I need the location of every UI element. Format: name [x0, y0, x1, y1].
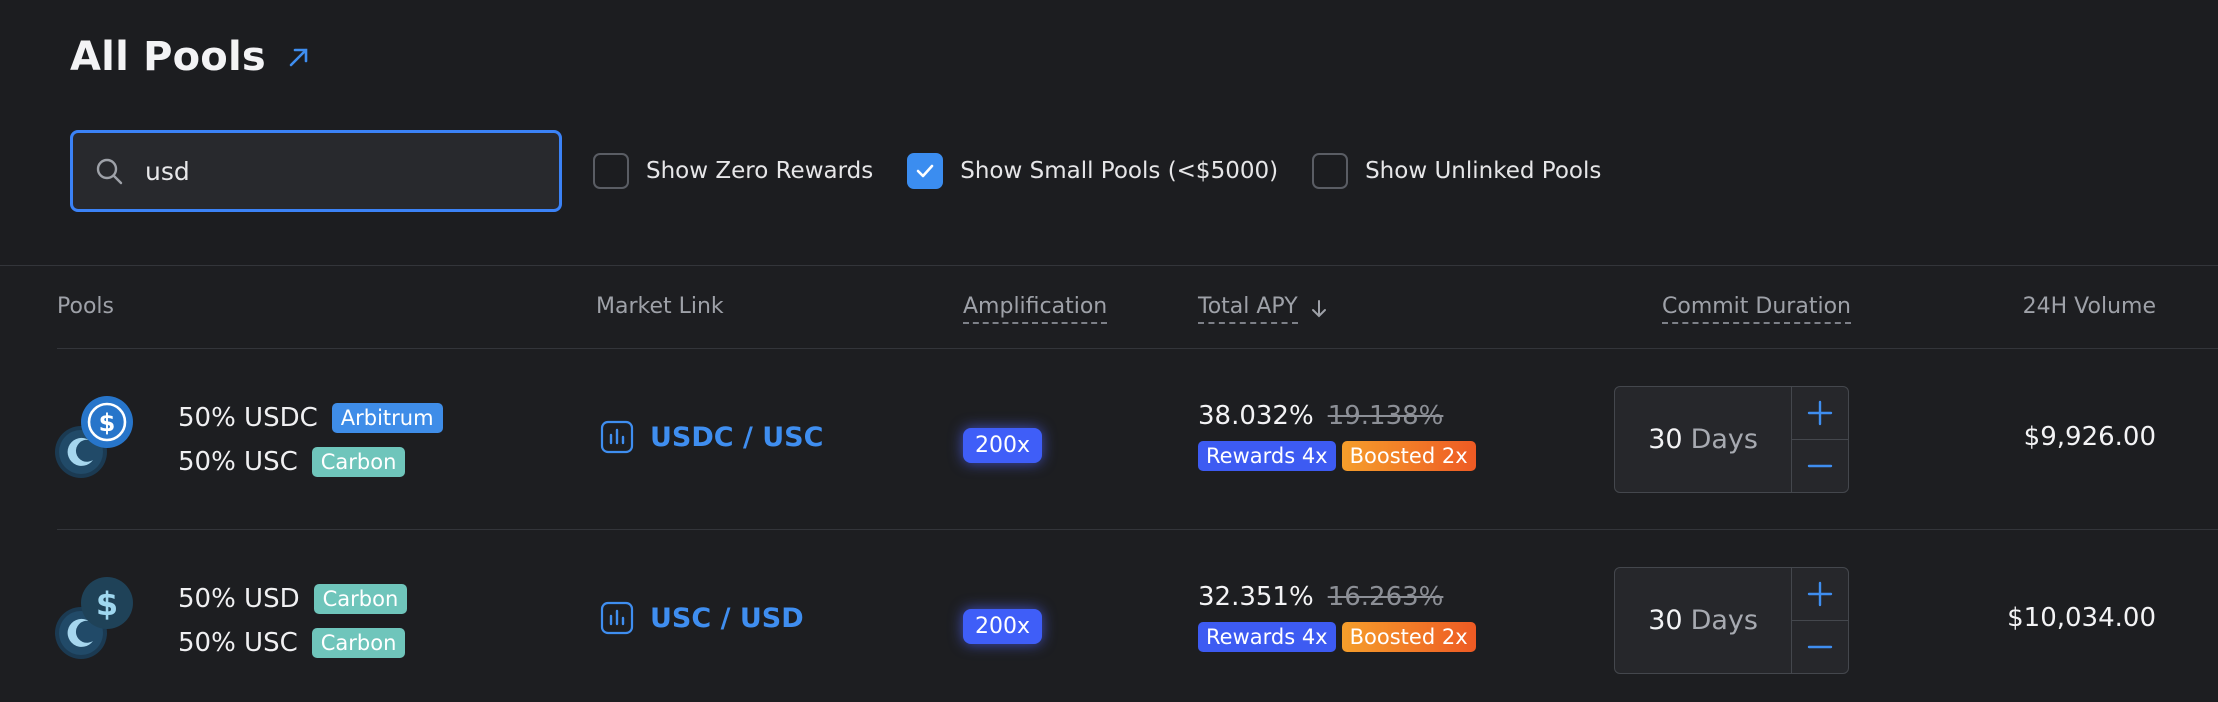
usdc-icon: $	[81, 396, 133, 448]
search-input[interactable]	[145, 156, 525, 186]
decrease-duration-button[interactable]	[1792, 440, 1848, 492]
amplification-badge: 200x	[963, 428, 1043, 463]
filter-group: Show Zero Rewards Show Small Pools (<$50…	[593, 153, 1635, 189]
sort-down-icon[interactable]	[1308, 298, 1330, 320]
column-header-amplification[interactable]: Amplification	[963, 294, 1108, 324]
svg-text:$: $	[99, 409, 116, 437]
volume-value: $9,926.00	[2023, 422, 2156, 452]
column-header-market-link: Market Link	[596, 294, 724, 319]
header-divider	[0, 265, 2218, 266]
minus-icon	[1807, 464, 1833, 468]
boosted-badge: Boosted 2x	[1341, 622, 1476, 652]
svg-text:$: $	[96, 585, 118, 623]
token-share: 50% USC	[178, 628, 298, 658]
apy-value: 38.032%	[1198, 401, 1314, 431]
market-link-text[interactable]: USDC / USC	[650, 421, 824, 453]
rewards-badge: Rewards 4x	[1198, 441, 1336, 471]
duration-display: 30 Days	[1615, 387, 1791, 492]
boosted-badge: Boosted 2x	[1341, 441, 1476, 471]
increase-duration-button[interactable]	[1792, 568, 1848, 621]
unlinked-pools-checkbox[interactable]	[1312, 153, 1349, 189]
small-pools-checkbox[interactable]	[907, 153, 944, 189]
duration-display: 30 Days	[1615, 568, 1791, 673]
column-header-pools: Pools	[57, 294, 114, 319]
table-row[interactable]: $ 50% USDC Arbitrum 50% USC Carbon USDC …	[0, 349, 2218, 529]
chain-badge: Carbon	[311, 628, 406, 658]
minus-icon	[1807, 645, 1833, 649]
plus-icon	[1807, 400, 1833, 426]
search-icon	[96, 158, 123, 185]
column-header-total-apy[interactable]: Total APY	[1198, 294, 1298, 324]
rewards-badge: Rewards 4x	[1198, 622, 1336, 652]
apy-old-value: 19.138%	[1327, 401, 1444, 431]
token-share: 50% USDC	[178, 403, 318, 433]
commit-duration-stepper[interactable]: 30 Days	[1614, 386, 1849, 493]
duration-unit: Days	[1690, 424, 1758, 455]
apy-old-value: 16.263%	[1327, 582, 1444, 612]
chart-icon	[600, 420, 634, 454]
filter-show-small-pools[interactable]: Show Small Pools (<$5000)	[907, 153, 1278, 189]
filter-label: Show Unlinked Pools	[1365, 158, 1602, 184]
pool-token-icons: $	[55, 396, 133, 478]
apy-value: 32.351%	[1198, 582, 1314, 612]
filter-label: Show Small Pools (<$5000)	[960, 158, 1279, 184]
market-link-text[interactable]: USC / USD	[650, 602, 804, 634]
column-header-24h-volume[interactable]: 24H Volume	[2022, 294, 2156, 319]
pool-token-1: 50% USDC Arbitrum	[178, 403, 443, 433]
filter-show-zero-rewards[interactable]: Show Zero Rewards	[593, 153, 873, 189]
pool-token-1: 50% USD Carbon	[178, 584, 408, 614]
filter-show-unlinked-pools[interactable]: Show Unlinked Pools	[1312, 153, 1601, 189]
decrease-duration-button[interactable]	[1792, 621, 1848, 673]
page-title: All Pools	[70, 34, 266, 80]
external-link-icon[interactable]	[284, 42, 314, 72]
pool-token-icons: $	[55, 577, 133, 659]
volume-value: $10,034.00	[2007, 603, 2156, 633]
row-divider	[57, 529, 2218, 530]
token-share: 50% USC	[178, 447, 298, 477]
page-title-group: All Pools	[70, 34, 314, 80]
chain-badge: Carbon	[311, 447, 406, 477]
chain-badge: Arbitrum	[331, 403, 443, 433]
filter-label: Show Zero Rewards	[646, 158, 874, 184]
pool-token-2: 50% USC Carbon	[178, 628, 406, 658]
increase-duration-button[interactable]	[1792, 387, 1848, 440]
search-box[interactable]	[70, 130, 562, 212]
apy-cell: 32.351% 16.263% Rewards 4x Boosted 2x	[1198, 582, 1476, 652]
page-header: All Pools Show Zero Rewards Show Small P…	[0, 0, 2218, 265]
amplification-badge: 200x	[963, 609, 1043, 644]
market-link[interactable]: USC / USD	[600, 601, 804, 635]
duration-unit: Days	[1690, 605, 1758, 636]
chain-badge: Carbon	[313, 584, 408, 614]
chart-icon	[600, 601, 634, 635]
check-icon	[916, 164, 934, 178]
zero-rewards-checkbox[interactable]	[593, 153, 629, 189]
table-row[interactable]: $ 50% USD Carbon 50% USC Carbon USC / US…	[0, 530, 2218, 702]
row-divider	[57, 348, 2218, 349]
apy-cell: 38.032% 19.138% Rewards 4x Boosted 2x	[1198, 401, 1476, 471]
commit-duration-stepper[interactable]: 30 Days	[1614, 567, 1849, 674]
market-link[interactable]: USDC / USC	[600, 420, 823, 454]
pool-token-2: 50% USC Carbon	[178, 447, 406, 477]
token-share: 50% USD	[178, 584, 300, 614]
plus-icon	[1807, 581, 1833, 607]
usd-icon: $	[81, 577, 133, 629]
column-header-commit-duration[interactable]: Commit Duration	[1662, 294, 1851, 324]
duration-value: 30	[1648, 605, 1683, 636]
column-header-total-apy-group[interactable]: Total APY	[1198, 294, 1330, 324]
duration-value: 30	[1648, 424, 1683, 455]
